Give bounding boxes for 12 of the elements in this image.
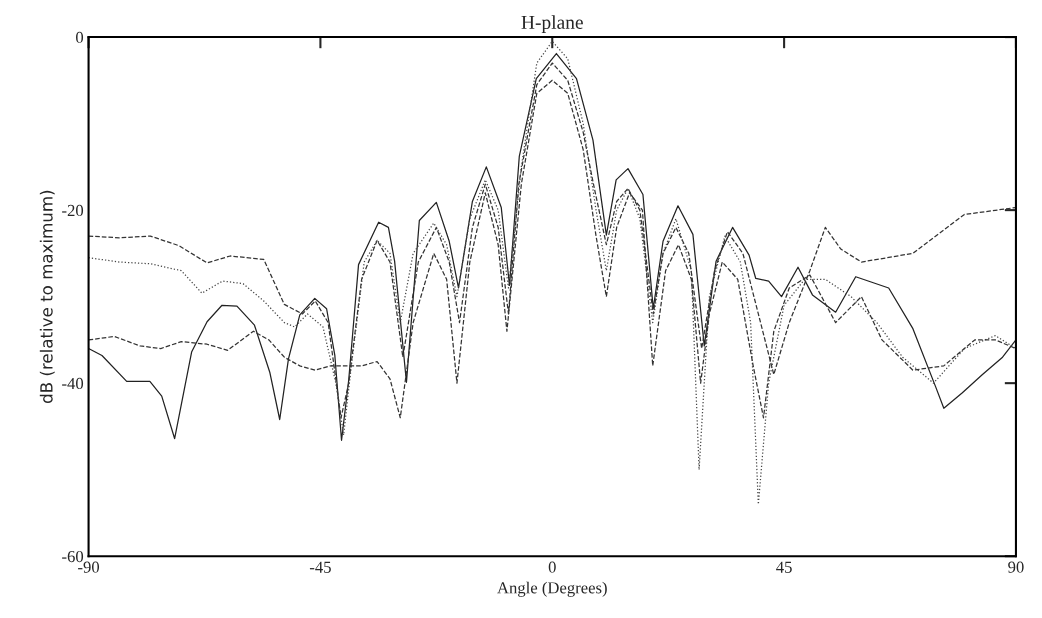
x-tick-label: -90 — [78, 561, 100, 573]
y-tick-label: -40 — [62, 377, 84, 390]
y-axis-title: dB (relative to maximum) — [39, 190, 55, 403]
y-tick-label: -60 — [62, 550, 84, 563]
y-tick-label: 0 — [76, 31, 84, 44]
x-tick-label: -45 — [309, 561, 331, 573]
x-tick-label: 90 — [1008, 561, 1024, 573]
x-tick-label: 0 — [548, 561, 556, 573]
y-tick-label: -20 — [62, 204, 84, 217]
x-axis-title: Angle (Degrees) — [497, 581, 607, 597]
chart-title: H-plane — [521, 15, 583, 33]
x-tick-label: 45 — [776, 561, 792, 573]
